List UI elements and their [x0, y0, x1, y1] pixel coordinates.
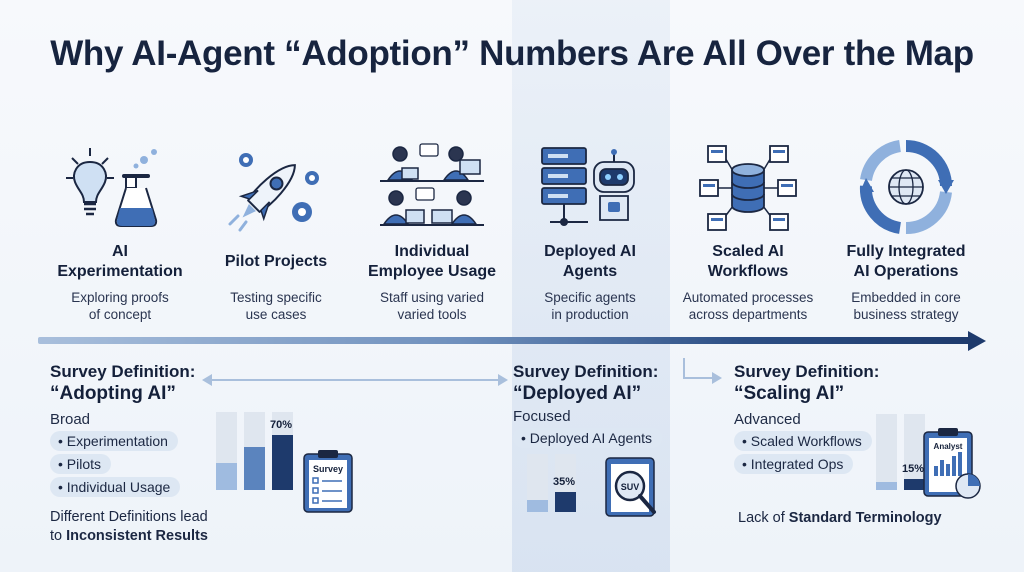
- survey-scope: Advanced: [734, 411, 801, 428]
- adoption-timeline-bar: [38, 337, 973, 344]
- footnote-standard-terminology: Lack of Standard Terminology: [738, 509, 942, 528]
- clipboard-label: SUV: [621, 482, 640, 492]
- stage-individual-employee-usage: Individual Employee Usage Staff using va…: [352, 140, 512, 323]
- bar: [244, 447, 265, 490]
- stage-scaled-ai-workflows: Scaled AI Workflows Automated processes …: [668, 140, 828, 323]
- scope-pill: Individual Usage: [50, 477, 181, 497]
- survey-adopting-ai: Survey Definition: “Adopting AI” Broad E…: [50, 361, 195, 497]
- lightbulb-flask-icon: [66, 148, 158, 227]
- stage-deployed-ai-agents: Deployed AI Agents Specific agents in pr…: [510, 140, 670, 323]
- stage-title: Scaled AI Workflows: [707, 243, 789, 280]
- bar: [876, 482, 897, 490]
- survey-term: “Adopting AI”: [50, 383, 176, 404]
- stage-title: Deployed AI Agents: [544, 243, 636, 280]
- stage-pilot-projects: Pilot Projects Testing specific use case…: [196, 140, 356, 323]
- clipboard-label: Survey: [313, 464, 343, 474]
- bar-value-label: 70%: [270, 419, 293, 431]
- footnote-line: Different Definitions lead: [50, 509, 208, 525]
- footnote-inconsistent-results: Different Definitions lead to Inconsiste…: [50, 508, 208, 546]
- bar: [272, 435, 293, 490]
- clipboard-label: Analyst: [934, 442, 963, 451]
- stage-title: Pilot Projects: [224, 253, 328, 270]
- employees-laptops-icon: [380, 143, 484, 226]
- bar: [527, 500, 548, 512]
- stage-description: Specific agents in production: [544, 290, 636, 322]
- scope-pill: Pilots: [50, 454, 112, 474]
- chart-scaling-ai: 15%: [876, 414, 926, 490]
- bar: [904, 479, 925, 490]
- scope-pill: Integrated Ops: [734, 454, 854, 474]
- double-arrow-icon: [202, 374, 508, 386]
- bar-background: [904, 414, 925, 490]
- stage-title: AI Experimentation: [57, 243, 183, 280]
- footnote-emphasis: Inconsistent Results: [66, 528, 208, 544]
- survey-title: Survey Definition:: [50, 362, 196, 381]
- footnote-emphasis: Standard Terminology: [788, 510, 942, 526]
- stage-fully-integrated-ai-operations: Fully Integrated AI Operations Embedded …: [826, 140, 986, 323]
- timeline-arrow-icon: [968, 331, 986, 351]
- survey-scope: Focused: [513, 408, 571, 425]
- survey-clipboard-icon: Survey: [303, 450, 353, 513]
- rocket-gears-icon: [228, 153, 319, 232]
- survey-term: “Scaling AI”: [734, 383, 845, 404]
- bar: [555, 492, 576, 512]
- scope-pill: Scaled Workflows: [734, 431, 872, 451]
- survey-scaling-ai: Survey Definition: “Scaling AI” Advanced…: [734, 361, 879, 474]
- bar-background: [876, 414, 897, 490]
- bar-value-label: 15%: [902, 463, 925, 475]
- footnote-prefix: Lack of: [738, 510, 789, 526]
- magnifier-clipboard-icon: SUV: [605, 457, 656, 517]
- survey-scope: Broad: [50, 411, 91, 428]
- robot-server-icon: [541, 147, 635, 226]
- globe-cycle-icon: [859, 140, 954, 235]
- survey-term: “Deployed AI”: [513, 383, 642, 404]
- survey-title: Survey Definition:: [734, 362, 880, 381]
- stage-ai-experimentation: AI Experimentation Exploring proofs of c…: [40, 140, 200, 323]
- chart-deployed-ai: 35%: [527, 454, 597, 512]
- stage-title: Individual Employee Usage: [367, 243, 497, 280]
- stage-description: Staff using varied varied tools: [379, 290, 485, 322]
- page-title: Why AI-Agent “Adoption” Numbers Are All …: [50, 34, 974, 73]
- bar-value-label: 35%: [553, 476, 576, 488]
- chart-adopting-ai: 70%: [216, 412, 306, 490]
- footnote-line: to Inconsistent Results: [50, 527, 208, 546]
- stage-description: Embedded in core business strategy: [851, 290, 961, 322]
- stage-description: Exploring proofs of concept: [71, 290, 169, 322]
- footnote-prefix: to: [50, 528, 67, 544]
- survey-deployed-ai: Survey Definition: “Deployed AI” Focused…: [513, 361, 662, 448]
- stage-description: Testing specific use cases: [230, 290, 322, 322]
- analyst-report-icon: Analyst: [923, 428, 981, 499]
- database-network-icon: [699, 145, 797, 231]
- survey-title: Survey Definition:: [513, 362, 659, 381]
- stage-title: Fully Integrated AI Operations: [846, 243, 966, 280]
- scope-pill: Deployed AI Agents: [513, 428, 662, 448]
- bar: [216, 463, 237, 490]
- scope-pill: Experimentation: [50, 431, 178, 451]
- bent-arrow-icon: [683, 358, 722, 384]
- bar-background: [527, 454, 548, 512]
- stage-description: Automated processes across departments: [682, 290, 814, 322]
